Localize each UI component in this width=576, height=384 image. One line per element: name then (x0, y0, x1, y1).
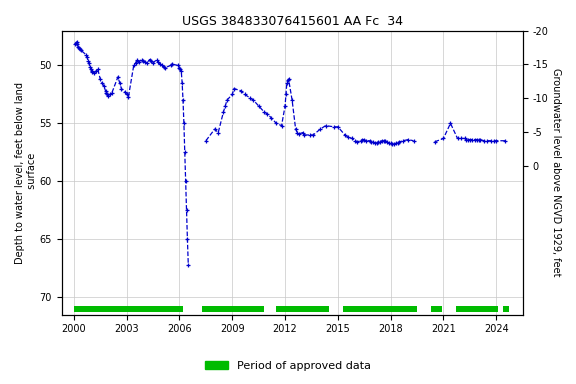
Y-axis label: Groundwater level above NGVD 1929, feet: Groundwater level above NGVD 1929, feet (551, 68, 561, 277)
Legend: Period of approved data: Period of approved data (202, 358, 374, 375)
Bar (343, 306, 417, 312)
Bar (74, 306, 183, 312)
Bar (456, 306, 498, 312)
Bar (202, 306, 264, 312)
Title: USGS 384833076415601 AA Fc  34: USGS 384833076415601 AA Fc 34 (181, 15, 403, 28)
Bar (431, 306, 442, 312)
Bar (503, 306, 509, 312)
Bar (276, 306, 329, 312)
Y-axis label: Depth to water level, feet below land
 surface: Depth to water level, feet below land su… (15, 82, 37, 264)
